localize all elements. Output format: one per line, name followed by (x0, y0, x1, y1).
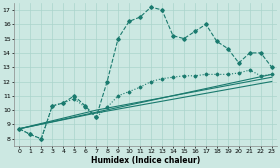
X-axis label: Humidex (Indice chaleur): Humidex (Indice chaleur) (91, 156, 200, 165)
